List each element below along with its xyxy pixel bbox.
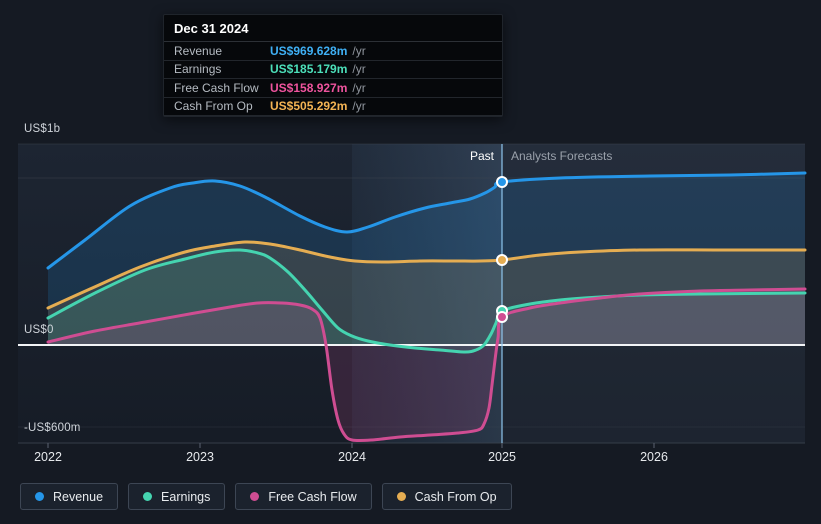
tooltip-row: Revenue US$969.628m/yr	[164, 42, 502, 61]
hover-tooltip: Dec 31 2024 Revenue US$969.628m/yr Earning…	[163, 14, 503, 117]
tooltip-row-suffix: /yr	[352, 99, 366, 114]
cash-from-op-area	[48, 241, 805, 345]
tooltip-row: Free Cash Flow US$158.927m/yr	[164, 79, 502, 98]
free-cash-flow-area	[48, 289, 805, 441]
x-axis-label-2025: 2025	[488, 450, 516, 464]
tooltip-row-value: US$969.628m	[270, 43, 348, 58]
tooltip-date: Dec 31 2024	[164, 15, 502, 42]
free-cash-flow-dot-icon	[250, 492, 260, 501]
tooltip-row-label: Earnings	[174, 62, 222, 77]
tooltip-row-label: Cash From Op	[174, 99, 253, 114]
past-section-label: Past	[469, 149, 494, 163]
revenue-line	[46, 171, 807, 270]
cash-from-op-dot-icon	[396, 492, 406, 501]
tooltip-row-value: US$505.292m	[270, 99, 348, 114]
analysts-forecasts-section-label: Analysts Forecasts	[511, 149, 613, 163]
tooltip-row: Cash From Op US$505.292m/yr	[164, 98, 502, 116]
chart-legend: Revenue Earnings Free Cash Flow Cash From O…	[20, 483, 512, 510]
y-axis-label: US$1b	[24, 123, 61, 135]
cash-from-op-hover-dot[interactable]	[496, 254, 508, 266]
y-axis-label: -US$600m	[24, 422, 81, 434]
free-cash-flow-line	[46, 287, 807, 443]
earnings-area	[48, 249, 805, 352]
tooltip-row-suffix: /yr	[352, 62, 366, 77]
legend-item-free-cash-flow[interactable]: Free Cash Flow	[235, 483, 372, 510]
hovered-year-band	[352, 144, 502, 443]
tooltip-row-value: US$158.927m	[270, 80, 348, 95]
tooltip-row-label: Free Cash Flow	[174, 80, 259, 95]
tooltip-row-suffix: /yr	[352, 43, 366, 58]
legend-item-label: Earnings	[161, 489, 211, 504]
tooltip-row-label: Revenue	[174, 43, 223, 58]
legend-item-earnings[interactable]: Earnings	[128, 483, 226, 510]
earnings-line	[46, 248, 807, 354]
x-axis-label-2022: 2022	[34, 450, 62, 464]
legend-item-revenue[interactable]: Revenue	[20, 483, 119, 510]
x-axis-label-2026: 2026	[640, 450, 668, 464]
cash-from-op-line	[46, 240, 807, 310]
x-axis-label-2023: 2023	[186, 450, 214, 464]
free-cash-flow-hover-dot[interactable]	[496, 311, 508, 323]
legend-item-cash-from-op[interactable]: Cash From Op	[381, 483, 512, 510]
legend-item-label: Revenue	[53, 489, 104, 504]
legend-item-label: Free Cash Flow	[268, 489, 357, 504]
x-axis-label-2024: 2024	[338, 450, 366, 464]
revenue-hover-dot[interactable]	[496, 176, 508, 188]
earnings-dot-icon	[143, 492, 153, 501]
tooltip-row: Earnings US$185.179m/yr	[164, 61, 502, 79]
legend-item-label: Cash From Op	[414, 489, 497, 504]
tooltip-row-suffix: /yr	[352, 80, 366, 95]
revenue-dot-icon	[35, 492, 44, 501]
y-axis-label: US$0	[24, 324, 54, 336]
revenue-area	[48, 173, 805, 345]
tooltip-row-value: US$185.179m	[270, 62, 348, 77]
